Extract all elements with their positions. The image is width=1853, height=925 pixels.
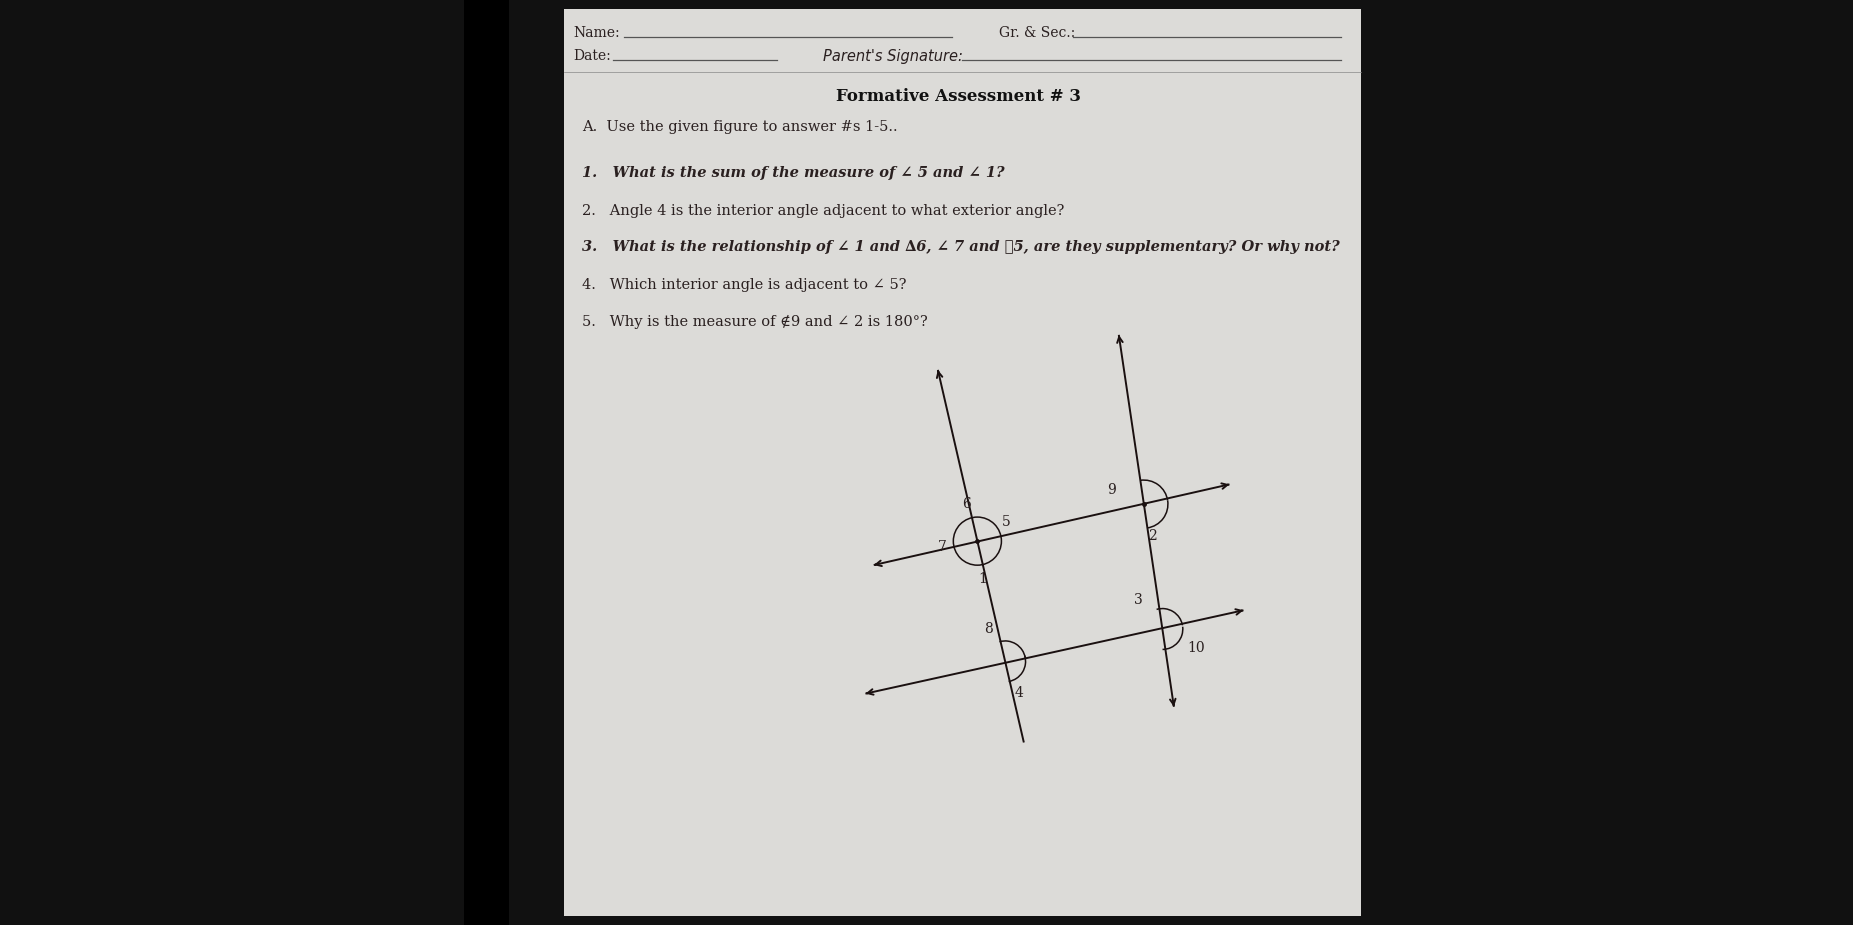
Text: Formative Assessment # 3: Formative Assessment # 3: [836, 88, 1082, 105]
Text: Parent's Signature:: Parent's Signature:: [823, 49, 964, 64]
Text: 8: 8: [984, 623, 993, 636]
Bar: [463, 0, 510, 925]
Text: 2.   Angle 4 is the interior angle adjacent to what exterior angle?: 2. Angle 4 is the interior angle adjacen…: [582, 204, 1065, 217]
Text: 6: 6: [962, 497, 971, 511]
Text: Gr. & Sec.:: Gr. & Sec.:: [999, 26, 1075, 40]
Text: 4.   Which interior angle is adjacent to ∠ 5?: 4. Which interior angle is adjacent to ∠…: [582, 278, 906, 291]
Text: 10: 10: [1188, 641, 1204, 656]
Text: 4: 4: [1015, 686, 1023, 700]
Text: 1: 1: [978, 572, 988, 586]
Text: 7: 7: [938, 539, 947, 554]
Text: 5: 5: [1002, 514, 1012, 529]
FancyBboxPatch shape: [563, 9, 1362, 916]
Text: 3: 3: [1134, 593, 1143, 607]
Text: 3.   What is the relationship of ∠ 1 and ∆6, ∠ 7 and ∅5, are they supplementary?: 3. What is the relationship of ∠ 1 and ∆…: [582, 240, 1340, 254]
Text: 1.   What is the sum of the measure of ∠ 5 and ∠ 1?: 1. What is the sum of the measure of ∠ 5…: [582, 166, 1004, 180]
Text: Name:: Name:: [573, 26, 619, 40]
Text: 5.   Why is the measure of ∉9 and ∠ 2 is 180°?: 5. Why is the measure of ∉9 and ∠ 2 is 1…: [582, 314, 928, 328]
Text: A.  Use the given figure to answer #s 1-5..: A. Use the given figure to answer #s 1-5…: [582, 120, 899, 134]
Text: Date:: Date:: [573, 49, 611, 63]
Text: 9: 9: [1108, 483, 1116, 498]
Text: 2: 2: [1147, 529, 1156, 543]
